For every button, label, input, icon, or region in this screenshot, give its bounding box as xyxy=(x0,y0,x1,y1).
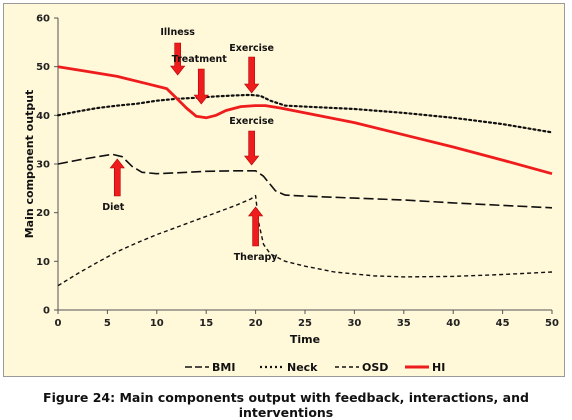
annotation-label-exercise: Exercise xyxy=(229,43,274,54)
x-tick-label: 10 xyxy=(150,318,164,329)
annotation-label-diet: Diet xyxy=(102,202,125,213)
chart-annotations: IllnessTreatmentExerciseExerciseDietTher… xyxy=(102,27,278,263)
legend-label-hi: HI xyxy=(432,361,445,374)
annotation-label-treatment: Treatment xyxy=(172,54,228,65)
annotation-arrow-treatment xyxy=(193,68,209,105)
y-tick-label: 30 xyxy=(36,160,50,171)
x-tick-label: 45 xyxy=(496,318,510,329)
chart-axes: 0 10 20 30 40 50 60 0 5 10 15 20 25 30 35 40 45 50 Time Mai… xyxy=(23,14,559,347)
x-tick-label: 35 xyxy=(397,318,411,329)
legend-label-neck: Neck xyxy=(287,361,318,374)
x-tick-label: 0 xyxy=(55,318,62,329)
x-tick-label: 20 xyxy=(249,318,263,329)
annotation-arrow-therapy xyxy=(247,206,264,247)
annotation-arrow-illness xyxy=(170,42,186,76)
series-line-bmi xyxy=(57,153,553,209)
x-tick-label: 40 xyxy=(446,318,460,329)
y-tick-label: 0 xyxy=(43,306,50,317)
x-tick-label: 5 xyxy=(104,318,111,329)
figure-frame xyxy=(3,3,565,377)
x-tick-label: 15 xyxy=(199,318,213,329)
annotation-arrow-diet xyxy=(109,158,125,197)
x-axis-title: Time xyxy=(290,333,320,346)
x-tick-label: 25 xyxy=(298,318,312,329)
legend-label-bmi: BMI xyxy=(212,361,235,374)
annotation-arrow-exercise xyxy=(244,130,260,166)
y-tick-label: 10 xyxy=(36,257,50,268)
annotation-arrow-exercise xyxy=(244,56,260,94)
series-line-hi xyxy=(57,65,553,176)
y-tick-label: 60 xyxy=(36,14,50,25)
y-tick-label: 40 xyxy=(36,111,50,122)
y-axis-title: Main component output xyxy=(23,90,36,239)
y-tick-label: 50 xyxy=(36,62,50,73)
series-line-osd xyxy=(57,194,553,287)
annotation-label-exercise: Exercise xyxy=(229,116,274,127)
chart-plot-area xyxy=(56,65,554,287)
y-tick-label: 20 xyxy=(36,208,50,219)
x-tick-label: 30 xyxy=(347,318,361,329)
chart-legend: BMI Neck OSD HI xyxy=(185,361,445,374)
legend-label-osd: OSD xyxy=(362,361,388,374)
annotation-label-illness: Illness xyxy=(160,27,195,38)
series-line-neck xyxy=(56,93,554,134)
annotation-label-therapy: Therapy xyxy=(234,252,279,263)
x-tick-label: 50 xyxy=(545,318,559,329)
